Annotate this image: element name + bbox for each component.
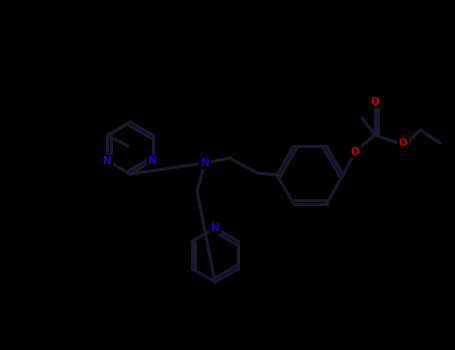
Text: N: N <box>201 158 209 168</box>
Text: N: N <box>148 156 157 166</box>
Text: O: O <box>351 147 359 157</box>
Text: O: O <box>399 138 407 148</box>
Text: N: N <box>211 223 219 233</box>
Text: N: N <box>103 156 112 166</box>
Text: O: O <box>371 97 379 107</box>
